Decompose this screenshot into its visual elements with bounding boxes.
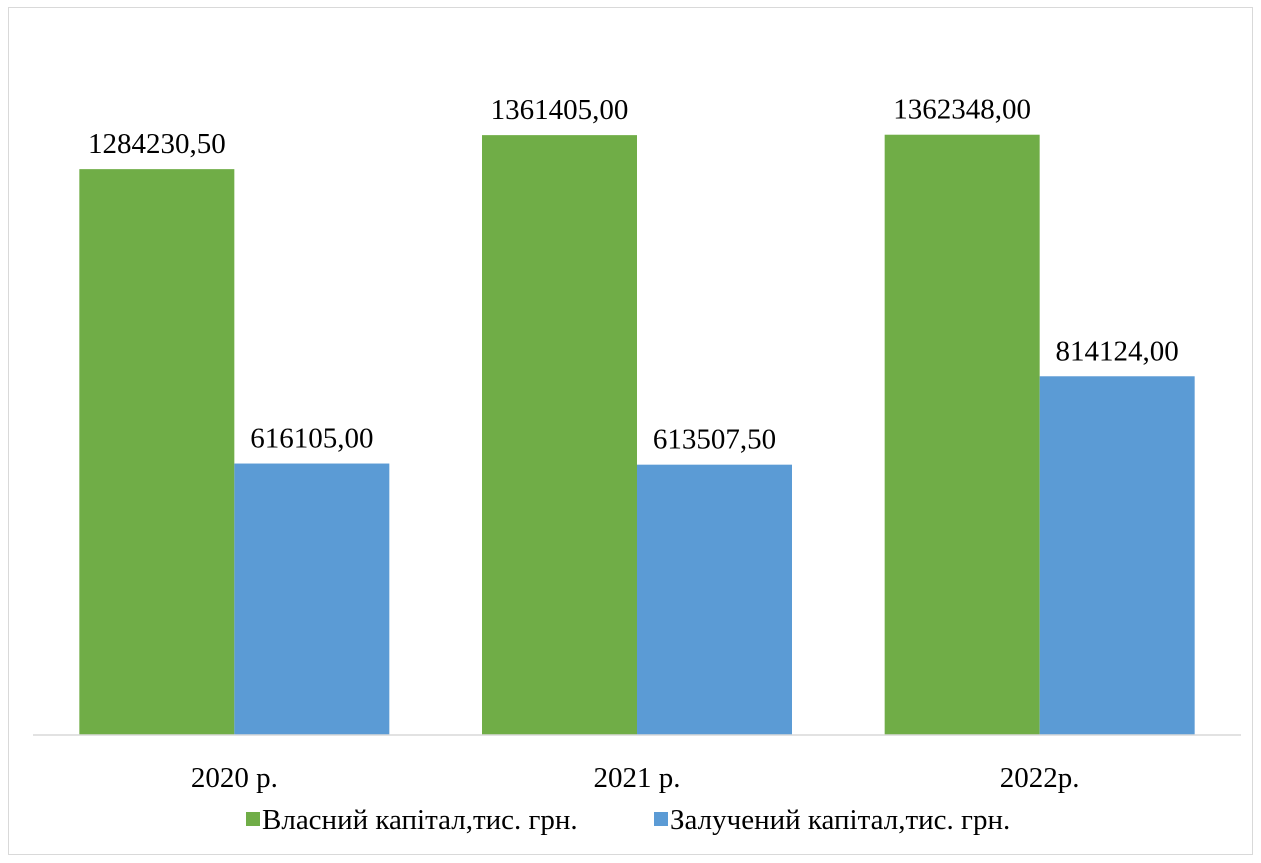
data-label: 613507,50 <box>653 424 776 456</box>
legend-label: Залучений капітал,тис. грн. <box>670 804 1010 836</box>
data-label: 814124,00 <box>1056 335 1179 367</box>
data-label: 1361405,00 <box>491 94 629 126</box>
bar <box>79 169 235 736</box>
bar <box>637 464 792 735</box>
bar <box>1039 376 1195 735</box>
legend-label: Власний капітал,тис. грн. <box>262 804 578 836</box>
data-label: 616105,00 <box>250 423 373 455</box>
bar <box>482 135 637 735</box>
data-label: 1284230,50 <box>88 128 226 160</box>
legend-swatch <box>654 812 668 826</box>
data-label: 1362348,00 <box>893 94 1031 126</box>
legend-swatch <box>246 812 260 826</box>
bar <box>884 134 1040 736</box>
x-tick-label: 2022р. <box>1000 762 1080 794</box>
bar <box>234 463 390 735</box>
x-tick-label: 2020 р. <box>191 762 278 794</box>
x-tick-label: 2021 р. <box>594 762 681 794</box>
